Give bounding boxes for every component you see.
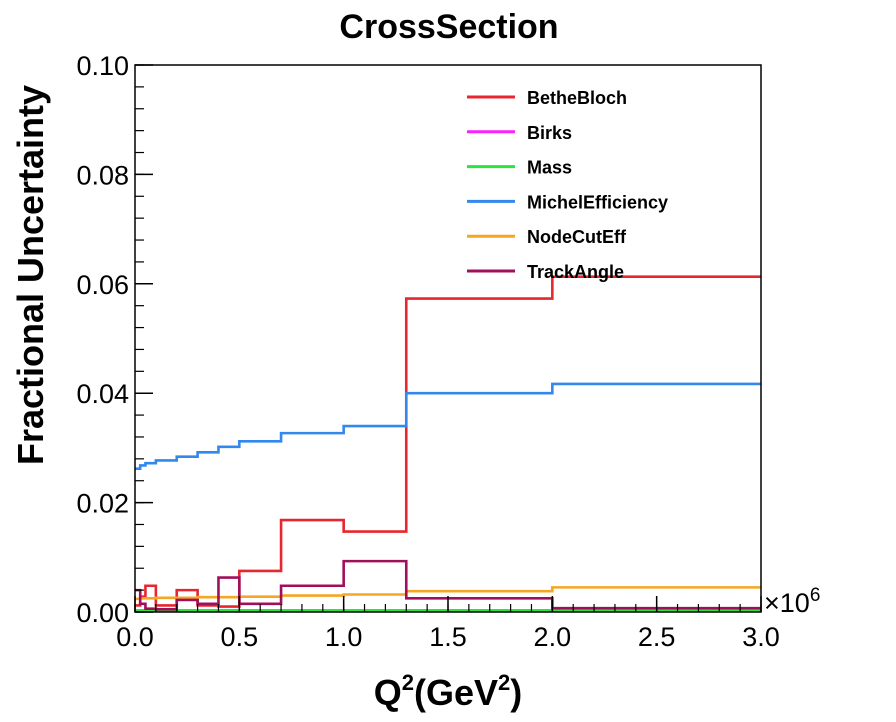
legend: BetheBloch Birks Mass MichelEfficiency NodeC… <box>467 88 668 282</box>
y-tick-label: 0.06 <box>76 270 129 300</box>
x-tick-label: 0.0 <box>116 622 154 652</box>
series-line-michelefficiency <box>135 382 761 470</box>
x-tick-label: 3.0 <box>742 622 780 652</box>
y-tick-label: 0.02 <box>76 489 129 519</box>
x-label-unit: (GeV <box>414 672 498 713</box>
x-label-sup2: 2 <box>498 670 510 695</box>
y-axis: 0.00 0.02 0.04 0.06 0.08 0.10 <box>76 51 153 628</box>
y-tick-label: 0.10 <box>76 51 129 81</box>
legend-label: Mass <box>527 158 572 178</box>
x-tick-label: 1.5 <box>429 622 467 652</box>
legend-label: MichelEfficiency <box>527 192 668 212</box>
legend-label: NodeCutEff <box>527 227 627 247</box>
x-axis-label: Q2(GeV2) <box>374 670 523 713</box>
x-tick-label: 2.5 <box>638 622 676 652</box>
y-tick-label: 0.00 <box>76 598 129 628</box>
series-line-bethebloch <box>135 275 761 608</box>
x-axis: 0.0 0.5 1.0 1.5 2.0 2.5 3.0 <box>116 596 780 652</box>
y-tick-label: 0.08 <box>76 160 129 190</box>
legend-label: Birks <box>527 123 572 143</box>
x-label-q: Q <box>374 672 402 713</box>
chart-title: CrossSection <box>339 8 558 46</box>
legend-label: TrackAngle <box>527 262 624 282</box>
x-label-close: ) <box>510 672 522 713</box>
x-tick-label: 2.0 <box>534 622 572 652</box>
x-tick-label: 0.5 <box>221 622 259 652</box>
x-tick-label: 1.0 <box>325 622 363 652</box>
y-axis-label: Fractional Uncertainty <box>10 85 51 465</box>
x-axis-multiplier: ×106 <box>764 585 820 618</box>
x-multiplier-exponent: 6 <box>810 585 821 606</box>
y-tick-label: 0.04 <box>76 379 129 409</box>
series-line-trackangle <box>135 559 761 611</box>
x-multiplier-base: ×10 <box>764 588 810 618</box>
x-label-sup1: 2 <box>402 670 414 695</box>
plot-frame <box>134 64 762 613</box>
series-layer <box>135 275 761 613</box>
legend-label: BetheBloch <box>527 88 627 108</box>
